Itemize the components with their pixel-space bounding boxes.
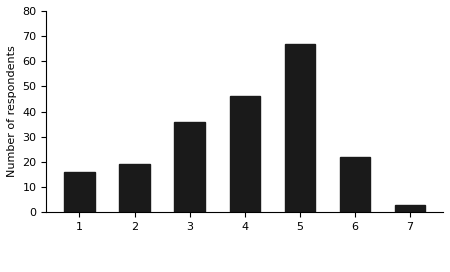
Bar bbox=[64, 172, 94, 212]
Bar bbox=[285, 44, 315, 212]
Bar bbox=[230, 97, 260, 212]
Bar bbox=[175, 122, 205, 212]
Bar bbox=[119, 164, 150, 212]
Bar bbox=[340, 157, 370, 212]
Y-axis label: Number of respondents: Number of respondents bbox=[7, 46, 17, 177]
Bar bbox=[395, 205, 425, 212]
